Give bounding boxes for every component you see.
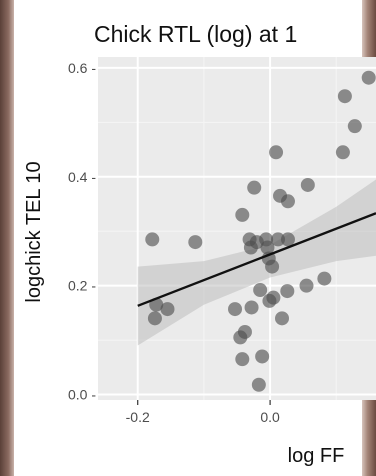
data-points: [145, 70, 376, 392]
data-point: [251, 377, 266, 392]
data-point: [335, 145, 350, 160]
data-point: [299, 278, 314, 293]
data-point: [262, 293, 277, 308]
data-point: [300, 177, 315, 192]
data-point: [347, 119, 362, 134]
data-point: [317, 271, 332, 286]
y-axis-title: logchick TEL 10: [23, 161, 45, 302]
x-axis-ticks: -0.2 0.0: [126, 400, 280, 425]
data-point: [265, 259, 280, 274]
y-tick-label: 0.0 -: [68, 387, 96, 403]
data-point: [280, 194, 295, 209]
data-point: [253, 283, 268, 298]
data-point: [255, 349, 270, 364]
data-point: [247, 180, 262, 195]
data-point: [269, 145, 284, 160]
y-tick-label: 0.6 -: [68, 60, 96, 76]
data-point: [244, 300, 259, 315]
data-point: [280, 232, 295, 247]
data-point: [233, 330, 248, 345]
data-point: [188, 235, 203, 250]
data-point: [271, 232, 286, 247]
x-axis-title: log FF: [288, 445, 345, 467]
data-point: [160, 302, 175, 317]
confidence-band: [137, 179, 376, 346]
data-point: [145, 232, 160, 247]
y-axis-ticks: 0.0 - 0.2 - 0.4 - 0.6 -: [68, 60, 96, 403]
x-tick-label: -0.2: [126, 409, 150, 425]
data-point: [235, 207, 250, 222]
data-point: [260, 240, 275, 255]
data-point: [147, 311, 162, 326]
data-point: [228, 302, 243, 317]
x-tick-label: 0.0: [260, 409, 280, 425]
data-point: [280, 284, 295, 299]
data-point: [361, 70, 376, 85]
data-point: [337, 89, 352, 104]
data-point: [235, 352, 250, 367]
background-image-left-edge: [0, 0, 14, 476]
y-tick-label: 0.4 -: [68, 169, 96, 185]
chart-title: Chick RTL (log) at 1: [94, 21, 297, 47]
trend-line: [137, 212, 376, 307]
data-point: [275, 311, 290, 326]
y-tick-label: 0.2 -: [68, 278, 96, 294]
